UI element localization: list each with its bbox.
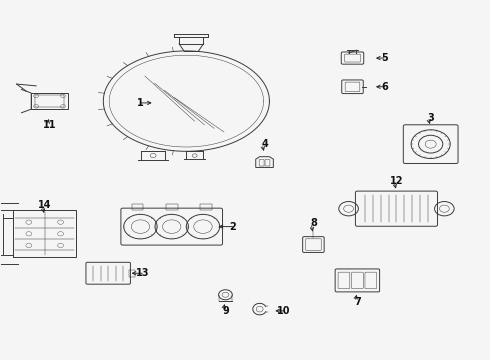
Text: 12: 12 — [390, 176, 403, 186]
Text: 1: 1 — [137, 98, 143, 108]
Text: 10: 10 — [277, 306, 291, 316]
Text: 8: 8 — [310, 218, 317, 228]
Text: 3: 3 — [427, 113, 434, 123]
Text: 5: 5 — [381, 53, 388, 63]
Text: 14: 14 — [38, 200, 51, 210]
Text: 4: 4 — [261, 139, 268, 149]
Text: 9: 9 — [222, 306, 229, 316]
Text: 2: 2 — [229, 222, 236, 231]
Text: 7: 7 — [354, 297, 361, 307]
Text: 13: 13 — [136, 268, 149, 278]
Text: 6: 6 — [381, 82, 388, 92]
Text: 11: 11 — [43, 121, 56, 130]
